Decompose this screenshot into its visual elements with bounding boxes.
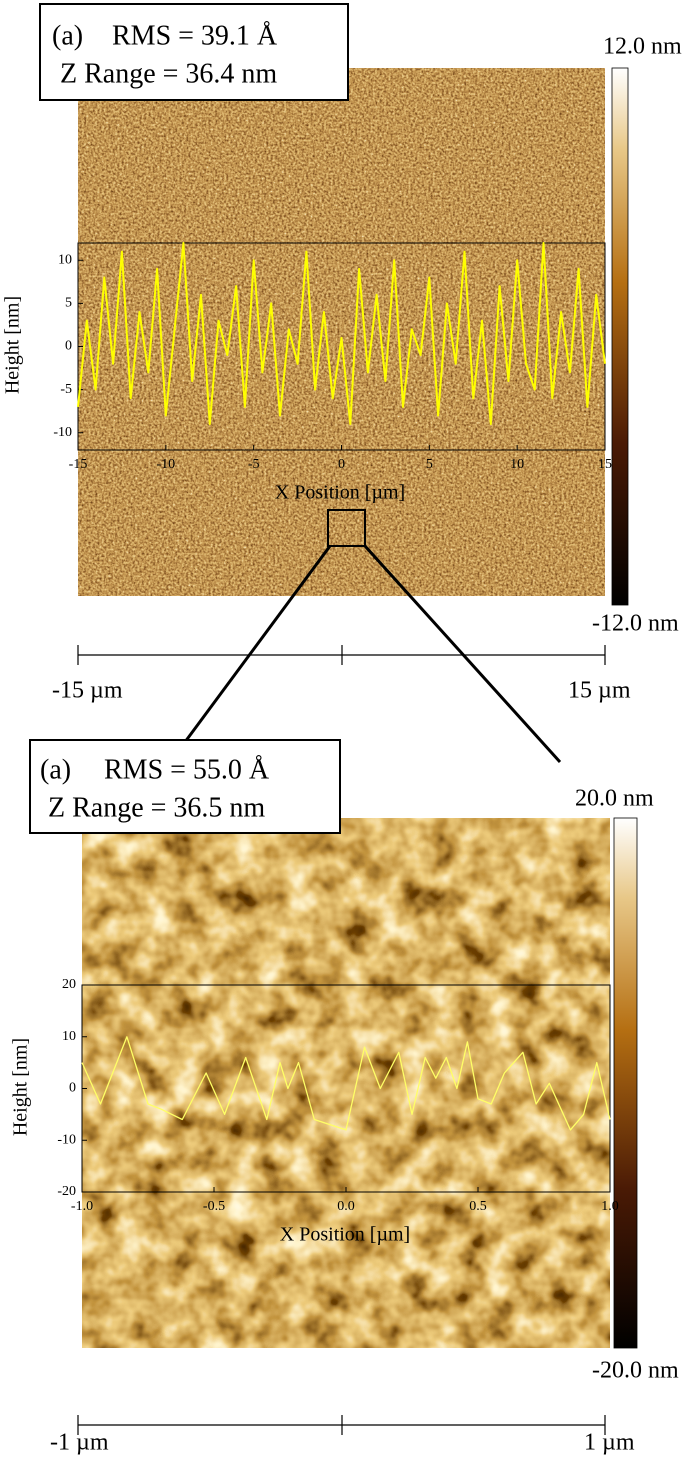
- x-tick-label: 0.0: [337, 1199, 355, 1214]
- rms: RMS = 55.0 Å: [104, 754, 270, 785]
- scale-bar-left: -15 µm: [52, 678, 123, 704]
- colorbar-max: 20.0 nm: [575, 786, 654, 812]
- colorbar: [611, 67, 629, 606]
- colorbar-min: -12.0 nm: [592, 611, 679, 637]
- y-tick-label: 0: [65, 339, 72, 354]
- x-axis-label: X Position [µm]: [275, 482, 405, 504]
- colorbar-min: -20.0 nm: [592, 1358, 679, 1384]
- x-tick-label: -5: [248, 457, 260, 472]
- y-tick-label: 10: [58, 252, 72, 267]
- y-tick-label: -5: [60, 382, 72, 397]
- x-tick-label: 0.5: [469, 1199, 487, 1214]
- colorbar: [613, 817, 638, 1349]
- x-tick-label: 5: [426, 457, 433, 472]
- afm-image: [82, 818, 610, 1348]
- y-axis-label: Height [nm]: [2, 296, 24, 394]
- x-tick-label: -15: [69, 457, 88, 472]
- zoom-line: [363, 544, 562, 764]
- y-tick-label: -10: [57, 1132, 76, 1147]
- y-tick-label: 5: [65, 296, 72, 311]
- annotation-box: [29, 739, 341, 834]
- y-axis-label: Height [nm]: [10, 1038, 32, 1136]
- scale-bar-right: 15 µm: [568, 678, 631, 704]
- colorbar-max: 12.0 nm: [603, 34, 682, 60]
- zoom-box: [327, 509, 366, 547]
- x-tick-label: 0: [338, 457, 345, 472]
- x-tick-label: 15: [598, 457, 612, 472]
- scale-bar: [77, 1415, 606, 1435]
- zoom-line: [183, 545, 332, 743]
- panel-label: (a): [40, 754, 71, 785]
- x-tick-label: -10: [156, 457, 175, 472]
- y-tick-label: -10: [53, 425, 72, 440]
- x-tick-label: 10: [510, 457, 524, 472]
- z-range: Z Range = 36.5 nm: [48, 792, 265, 823]
- afm-image: [78, 68, 605, 596]
- y-tick-label: -20: [57, 1184, 76, 1199]
- x-tick-label: 1.0: [601, 1199, 619, 1214]
- scale-bar: [77, 645, 606, 665]
- annotation-box: [39, 3, 349, 101]
- y-tick-label: 20: [62, 977, 76, 992]
- y-tick-label: 10: [62, 1029, 76, 1044]
- height-profile: [81, 1036, 611, 1131]
- x-tick-label: -1.0: [71, 1199, 93, 1214]
- panel-label: (a): [52, 20, 83, 51]
- z-range: Z Range = 36.4 nm: [60, 58, 277, 89]
- x-axis-label: X Position [µm]: [280, 1224, 410, 1246]
- y-tick-label: 0: [69, 1081, 76, 1096]
- scale-bar-left: -1 µm: [50, 1430, 109, 1456]
- scale-bar-right: 1 µm: [584, 1430, 635, 1456]
- x-tick-label: -0.5: [203, 1199, 225, 1214]
- height-profile: [77, 242, 606, 426]
- rms: RMS = 39.1 Å: [112, 20, 278, 51]
